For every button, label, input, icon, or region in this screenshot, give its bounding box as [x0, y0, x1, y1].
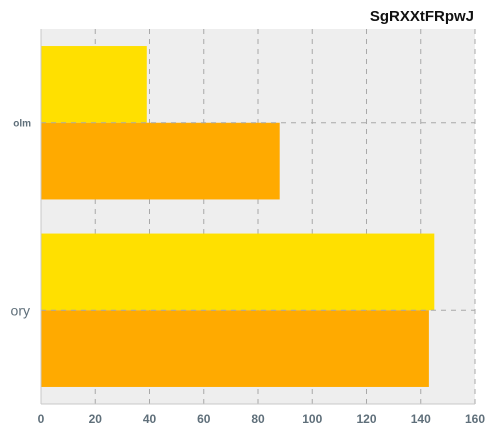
x-tick-label: 0 — [38, 412, 45, 426]
category-grid-lines — [41, 122, 475, 311]
x-tick-label: 80 — [251, 412, 265, 426]
x-tick-label: 60 — [197, 412, 211, 426]
category-label: ory — [11, 302, 30, 318]
x-tick-labels: 0 20 40 60 80 100 120 140 160 — [38, 412, 486, 426]
x-tick-label: 40 — [143, 412, 157, 426]
x-tick-label: 100 — [302, 412, 322, 426]
bar — [41, 46, 147, 123]
x-tick-label: 20 — [89, 412, 103, 426]
bar — [41, 122, 280, 200]
bars — [41, 46, 435, 387]
bar — [41, 233, 435, 311]
x-tick-label: 160 — [465, 412, 485, 426]
category-labels: olm ory — [11, 118, 32, 318]
bar — [41, 310, 429, 387]
category-label: olm — [13, 118, 31, 129]
x-tick-label: 120 — [356, 412, 376, 426]
x-tick-label: 140 — [411, 412, 431, 426]
chart-title: SgRXXtFRpwJ — [370, 8, 474, 25]
